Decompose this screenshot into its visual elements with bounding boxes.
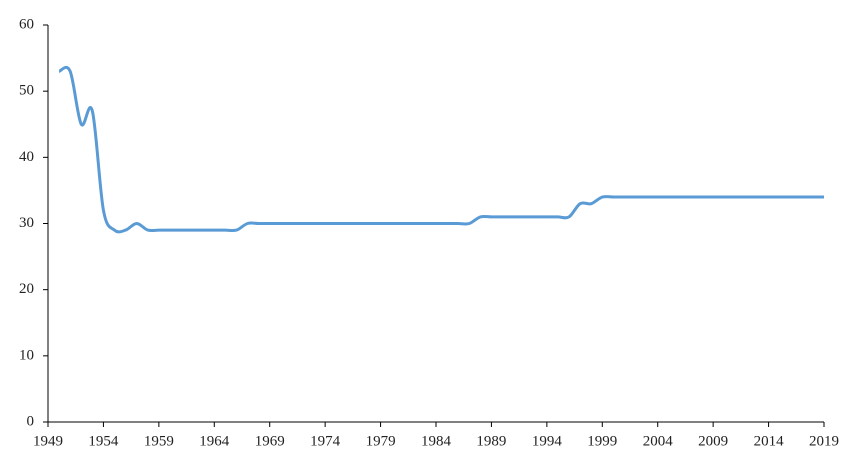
y-tick-label: 50 [19, 83, 34, 99]
x-tick-label: 2009 [698, 433, 728, 449]
x-tick-label: 1969 [255, 433, 285, 449]
line [58, 65, 824, 234]
x-tick-label: 1964 [199, 433, 230, 449]
y-tick-label: 40 [19, 149, 34, 165]
x-tick-label: 2004 [643, 433, 674, 449]
x-tick-label: 1984 [421, 433, 452, 449]
x-tick-label: 1989 [476, 433, 506, 449]
x-tick-label: 1999 [587, 433, 617, 449]
x-tick-label: 2014 [754, 433, 785, 449]
x-tick-label: 1974 [310, 433, 341, 449]
y-tick-label: 30 [19, 215, 34, 231]
x-tick-label: 1959 [144, 433, 174, 449]
y-tick-label: 20 [19, 281, 34, 297]
x-tick-label: 1954 [88, 433, 119, 449]
y-tick-label: 0 [27, 413, 35, 429]
x-tick-label: 1949 [33, 433, 63, 449]
y-tick-label: 10 [19, 347, 34, 363]
x-tick-label: 2019 [809, 433, 839, 449]
x-tick-label: 1979 [366, 433, 396, 449]
y-tick-label: 60 [19, 16, 34, 32]
x-tick-label: 1994 [532, 433, 563, 449]
